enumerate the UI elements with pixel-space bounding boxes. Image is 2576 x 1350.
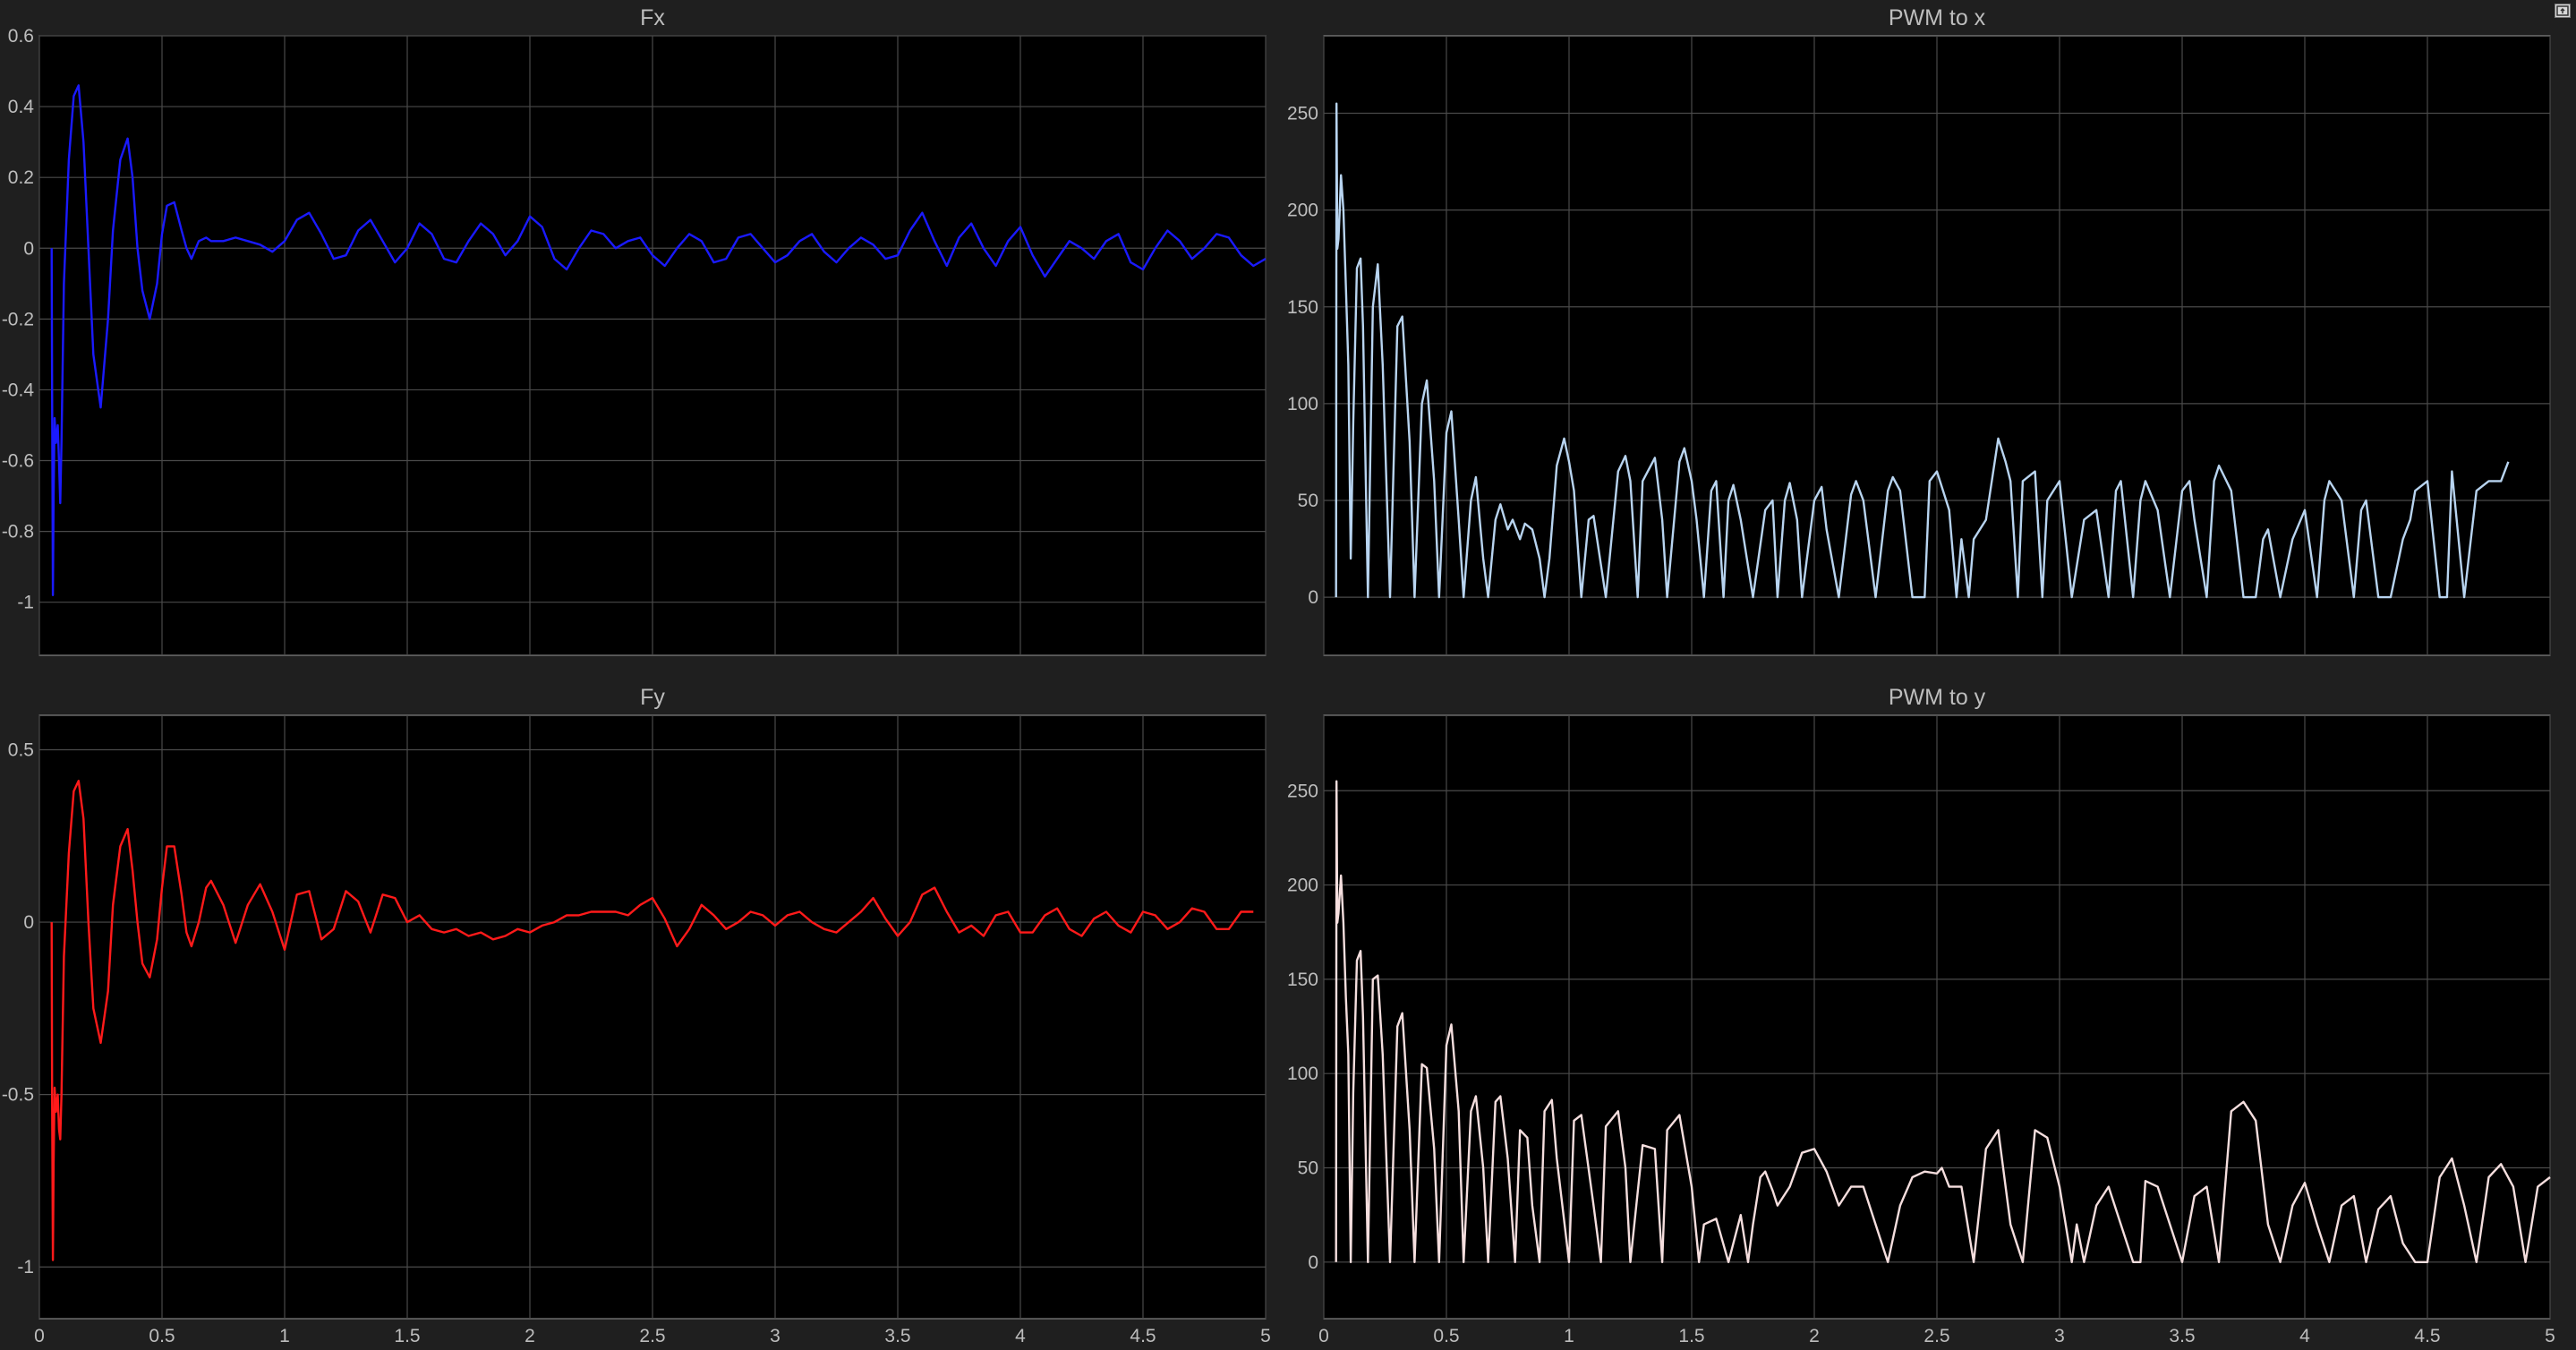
series-line [50, 780, 1254, 1261]
y-tick-label: 250 [1287, 104, 1318, 124]
series-line [50, 84, 1267, 596]
series-line [1335, 102, 2510, 599]
y-tick-label: 100 [1287, 394, 1318, 414]
y-tick-label: -1 [17, 593, 34, 613]
y-tick-label: 200 [1287, 876, 1318, 896]
y-tick-label: 0.6 [8, 26, 34, 47]
x-tick-label: 4 [1015, 1326, 1026, 1346]
chart-title: PWM to x [1889, 5, 1986, 30]
y-tick-label: 150 [1287, 297, 1318, 318]
y-tick-label: -0.6 [2, 451, 34, 472]
y-tick-label: 0.4 [8, 97, 35, 117]
x-tick-label: 3.5 [884, 1326, 910, 1346]
x-tick-label: 0 [34, 1326, 45, 1346]
x-tick-label: 4.5 [2414, 1326, 2440, 1346]
y-tick-label: -0.8 [2, 522, 34, 543]
chart-title: Fy [640, 685, 665, 710]
x-tick-label: 3 [2054, 1326, 2065, 1346]
y-tick-label: -0.2 [2, 309, 34, 329]
x-tick-label: 5 [2545, 1326, 2555, 1346]
y-tick-label: 0 [23, 912, 34, 933]
y-tick-label: 0.5 [8, 740, 34, 761]
x-tick-label: 1.5 [394, 1326, 420, 1346]
x-tick-label: 5 [1260, 1326, 1271, 1346]
series-line [1335, 780, 2551, 1263]
x-tick-label: 2.5 [639, 1326, 665, 1346]
x-tick-label: 2 [1809, 1326, 1820, 1346]
chart-title: PWM to y [1889, 685, 1986, 710]
x-tick-label: 4.5 [1130, 1326, 1156, 1346]
y-tick-label: 0 [1308, 587, 1318, 608]
y-tick-label: -0.5 [2, 1085, 34, 1106]
y-tick-label: 0 [1308, 1252, 1318, 1273]
y-tick-label: -1 [17, 1257, 34, 1277]
x-tick-label: 3 [770, 1326, 780, 1346]
x-tick-label: 0 [1318, 1326, 1329, 1346]
y-tick-label: 0.2 [8, 167, 34, 188]
x-tick-label: 1 [279, 1326, 290, 1346]
y-tick-label: 100 [1287, 1064, 1318, 1084]
x-tick-label: 2.5 [1923, 1326, 1949, 1346]
y-tick-label: 150 [1287, 970, 1318, 990]
y-tick-label: 250 [1287, 781, 1318, 801]
axes-2: Fy 0 0.5 1 1.5 2 2.5 3 3.5 4 4.5 5 0.5 0 -0.5 -1 [2, 685, 1271, 1346]
x-tick-label: 4 [2299, 1326, 2310, 1346]
y-tick-label: 50 [1298, 491, 1318, 511]
x-tick-label: 0.5 [1433, 1326, 1459, 1346]
x-tick-label: 1.5 [1678, 1326, 1704, 1346]
x-tick-label: 2 [525, 1326, 535, 1346]
axes-3: PWM to y 0 0.5 1 1.5 2 2.5 3 3.5 4 4.5 5 250 200 150 10… [1287, 685, 2555, 1346]
y-tick-label: -0.4 [2, 380, 35, 400]
x-tick-label: 0.5 [149, 1326, 175, 1346]
x-tick-label: 1 [1564, 1326, 1574, 1346]
axes-0: Fx 0.6 0.4 0.2 0 -0.2 -0.4 -0.6 -0.8 -1 [2, 5, 1267, 656]
undock-icon[interactable]: Undock [2555, 4, 2571, 18]
x-tick-label: 3.5 [2169, 1326, 2195, 1346]
y-tick-label: 0 [23, 238, 34, 259]
chart-title: Fx [640, 5, 665, 30]
axes-1: PWM to x 250 200 150 100 50 0 [1287, 5, 2551, 656]
y-tick-label: 50 [1298, 1158, 1318, 1179]
y-tick-label: 200 [1287, 201, 1318, 221]
